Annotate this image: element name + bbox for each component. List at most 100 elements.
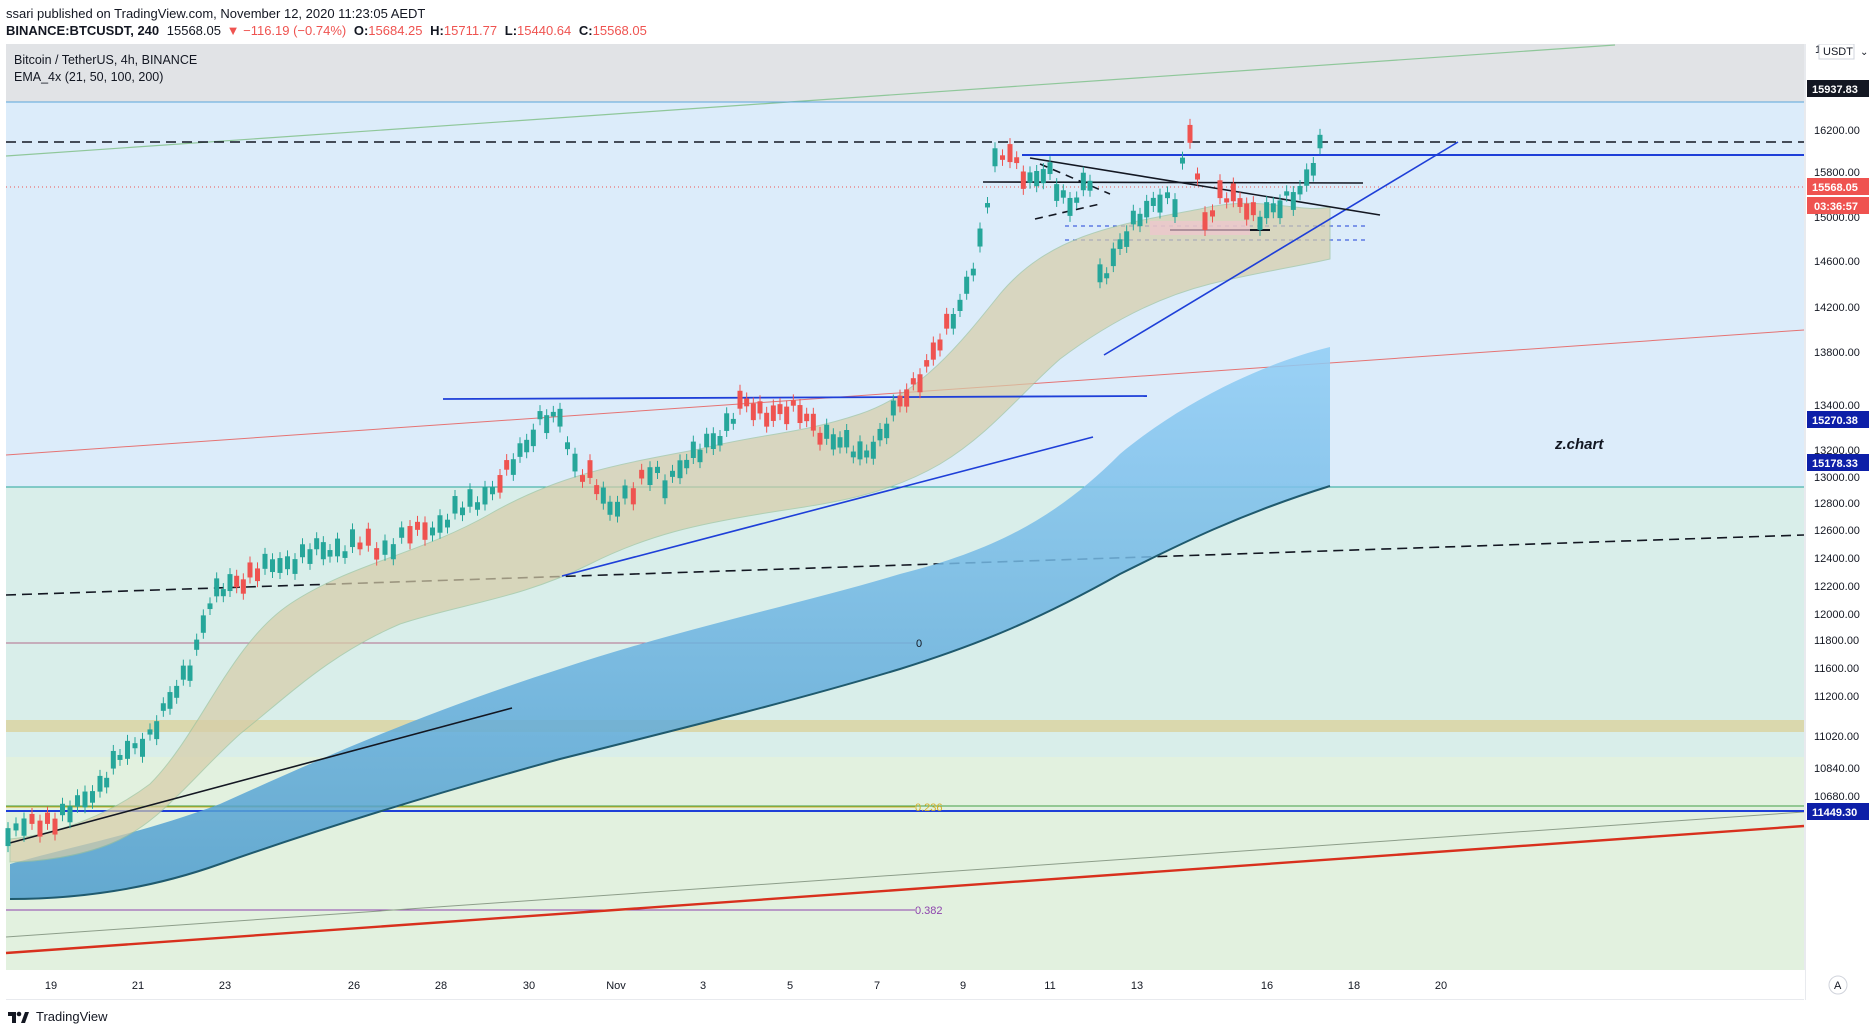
candle-body [29,813,35,824]
candle-body [710,433,716,450]
badge-top-level-text: 15937.83 [1812,84,1858,96]
candle-body [1157,194,1163,213]
candle-body [1180,157,1185,164]
ema-cloud-short [9,202,1331,863]
candle-body [977,228,983,247]
currency-label: USDT [1823,46,1853,58]
candle-body [647,467,653,486]
candle-body [1237,198,1243,207]
tradingview-logo[interactable]: TradingView [8,1009,108,1024]
candle-body [844,429,850,448]
price-tick-label: 11600.00 [1814,663,1859,675]
candle-body [1040,169,1046,184]
price-tick-label: 16200.00 [1814,125,1860,137]
candle-body [937,339,943,351]
candle-body [1264,202,1270,219]
candle-body [1224,198,1230,203]
candle-body [504,460,510,470]
time-tick-label: 21 [132,980,144,992]
candle-body [724,413,730,431]
candle-body [607,501,613,515]
time-scale[interactable] [0,970,1805,1004]
trend-blue-lower [561,436,1094,577]
candle-body [292,559,298,574]
candle-body [37,820,43,837]
candle-body [1144,200,1150,218]
price-tick-label: 12800.00 [1814,498,1860,510]
candle-body [924,360,930,367]
candle-body [850,451,856,458]
currency-button[interactable] [1818,44,1855,60]
candle-body [1117,239,1123,249]
candle-body [1310,162,1316,176]
candle-body [662,480,668,499]
legend-indicator[interactable]: EMA_4x (21, 50, 100, 200) [14,70,164,84]
price-chart[interactable]: 0 0.236 0.382 z.chart 16200.0015800.0015… [0,44,1875,1004]
dashed-trend-lower [5,534,1805,596]
price-change: ▼ −116.19 (−0.74%) [226,23,347,38]
candle-body [180,665,186,680]
candle-body [1284,191,1290,196]
candle-body [730,418,736,424]
candle-body [864,450,870,458]
candle-body [1124,231,1130,247]
candle-body [1034,170,1040,187]
candle-body [207,603,213,610]
candle-body [684,459,690,469]
time-tick-label: 30 [523,980,535,992]
candle-body [467,489,473,507]
candle-body [174,685,180,698]
fib-236-label: 0.236 [915,802,943,814]
candle-body [1172,199,1178,218]
candle-body [777,404,783,415]
candle-body [147,729,153,735]
candle-body [200,615,206,633]
candle-body [13,823,19,831]
candle-body [600,487,606,504]
candle-body [837,437,843,448]
candle-body [817,432,823,445]
candle-body [964,276,970,294]
candle-body [985,203,990,208]
price-tick-label: 11800.00 [1814,635,1859,647]
auto-scale-button[interactable] [1828,975,1848,995]
candle-body [285,556,290,570]
ticker-symbol: BINANCE:BTCUSDT, 240 [6,23,160,38]
badge-last-price-text: 15568.05 [1812,182,1858,194]
time-tick-label: 20 [1435,980,1447,992]
watermark-text: z.chart [1554,436,1604,453]
price-tick-label: 11200.00 [1814,691,1859,703]
candle-body [390,544,396,560]
candle-body [1257,216,1263,230]
candle-body [1165,192,1170,199]
candle-body [125,740,130,759]
candle-body [1104,273,1110,279]
candle-body [857,441,863,460]
channel-top-line [5,44,1616,157]
price-tick-label: 12200.00 [1814,581,1860,593]
time-tick-label: 3 [700,980,706,992]
footer [0,1000,1875,1034]
candle-body [1277,200,1283,219]
candle-body [187,665,193,681]
candle-body [750,403,756,421]
candle-body [104,777,110,788]
time-tick-label: 18 [1348,980,1360,992]
brand-text: TradingView [36,1009,108,1024]
candle-body [1047,162,1053,175]
low-label: L: [504,23,518,38]
badge-level-b [1807,454,1869,471]
resistance-blue-mid [442,395,1148,400]
candle-body [1080,172,1086,191]
candle-body [374,548,380,560]
high-label: H: [430,23,444,38]
candle-body [220,589,226,597]
candle-body [1027,172,1033,183]
candle-body [810,413,816,431]
candle-body [950,313,956,329]
candle-body [270,559,275,573]
candle-body [530,429,536,447]
candle-body [804,413,810,422]
candle-body [1290,192,1296,210]
